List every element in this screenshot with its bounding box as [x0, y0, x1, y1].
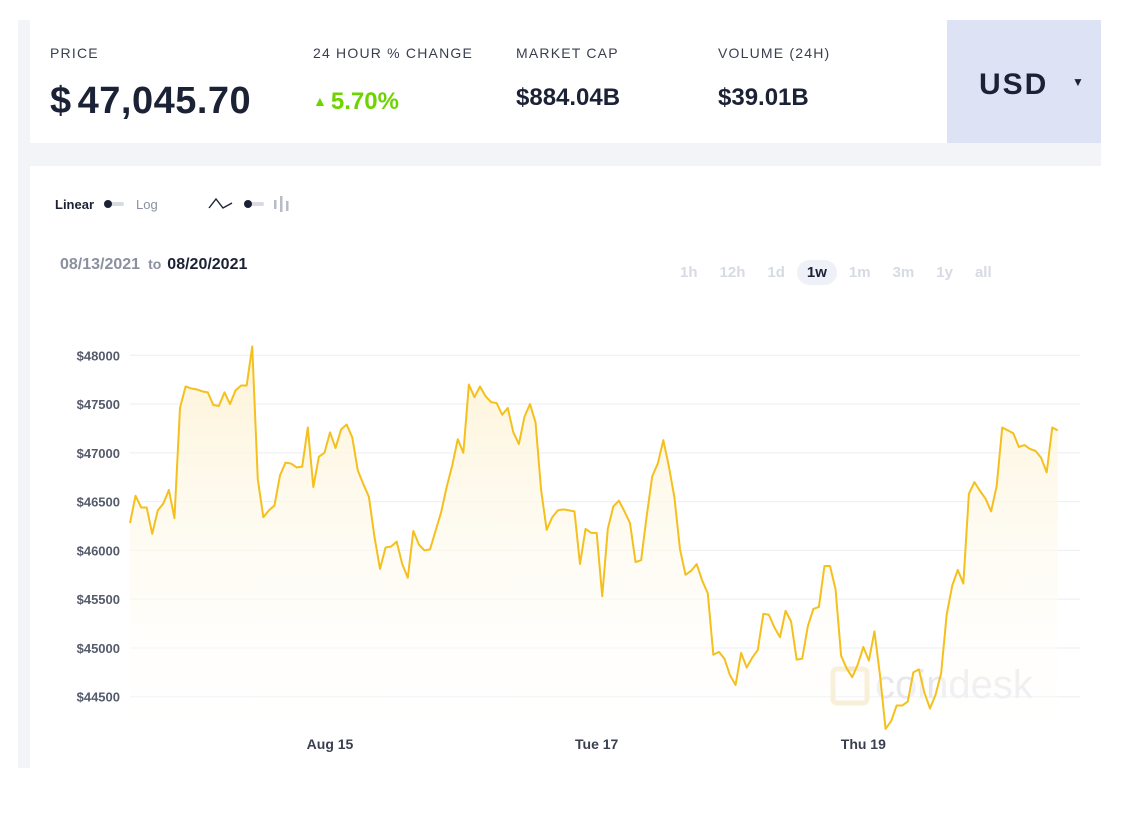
period-selector: 1h 12h 1d 1w 1m 3m 1y all — [680, 260, 1014, 285]
market-cap-value: $884.04B — [516, 84, 621, 111]
change-label: 24 HOUR % CHANGE — [313, 45, 474, 61]
date-range: 08/13/2021 to 08/20/2021 — [60, 256, 247, 274]
volume-value: $39.01B — [718, 84, 809, 111]
change-percent: 5.70% — [330, 88, 399, 115]
period-12h[interactable]: 12h — [719, 264, 746, 281]
x-tick-label: Aug 15 — [307, 736, 354, 752]
period-1y[interactable]: 1y — [936, 264, 953, 281]
price-value: $47,045.70 — [50, 80, 251, 123]
chart-style-toggle[interactable] — [243, 200, 266, 208]
scale-linear-label[interactable]: Linear — [55, 196, 95, 212]
range-start: 08/13/2021 — [60, 256, 141, 273]
market-cap-label: MARKET CAP — [516, 45, 619, 61]
chart-controls: Linear Log — [55, 196, 290, 212]
price-amount: 47,045.70 — [77, 80, 252, 122]
y-tick-label: $45500 — [77, 592, 120, 607]
chart-panel: Linear Log 08/13/2021 to 08/20/2021 1h 12h 1… — [30, 166, 1101, 768]
range-end: 08/20/2021 — [167, 256, 248, 273]
scale-log-label[interactable]: Log — [136, 196, 158, 212]
scale-toggle-knob — [104, 200, 113, 208]
period-3m[interactable]: 3m — [892, 264, 915, 281]
y-tick-label: $46000 — [77, 543, 120, 558]
period-all[interactable]: all — [974, 264, 992, 281]
y-tick-label: $48000 — [77, 348, 120, 363]
line-chart-icon[interactable] — [208, 196, 234, 212]
period-1d[interactable]: 1d — [767, 264, 785, 281]
price-currency-symbol: $ — [50, 80, 72, 122]
volume-label: VOLUME (24H) — [718, 45, 831, 61]
y-tick-label: $47000 — [77, 446, 120, 461]
currency-label: USD — [979, 68, 1049, 101]
stats-bar: PRICE $47,045.70 24 HOUR % CHANGE ▲ 5.70%… — [30, 20, 947, 143]
scale-toggle[interactable] — [104, 200, 126, 208]
period-1h[interactable]: 1h — [680, 264, 698, 281]
price-chart: $48000 $47500 $47000 $46500 $46000 $45500 $450… — [77, 345, 1080, 752]
change-value: ▲ 5.70% — [313, 88, 399, 116]
currency-selector[interactable]: USD ▼ — [947, 20, 1101, 143]
candlestick-icon[interactable] — [272, 195, 290, 213]
x-tick-label: Thu 19 — [841, 736, 886, 752]
y-tick-label: $44500 — [77, 690, 120, 705]
chart-style-toggle-knob — [243, 200, 252, 208]
period-1w[interactable]: 1w — [796, 260, 837, 285]
caret-down-icon: ▼ — [1072, 75, 1084, 89]
range-separator: to — [148, 256, 162, 272]
change-up-arrow-icon: ▲ — [313, 93, 327, 109]
price-line — [129, 345, 1059, 730]
y-tick-label: $45000 — [77, 641, 120, 656]
chart-style-toggle-track — [247, 202, 264, 206]
scale-toggle-track — [108, 202, 125, 206]
y-tick-label: $47500 — [77, 397, 120, 412]
y-tick-label: $46500 — [77, 495, 120, 510]
price-label: PRICE — [50, 45, 99, 61]
period-1m[interactable]: 1m — [848, 264, 871, 281]
price-area — [130, 346, 1058, 729]
x-tick-label: Tue 17 — [575, 736, 619, 752]
